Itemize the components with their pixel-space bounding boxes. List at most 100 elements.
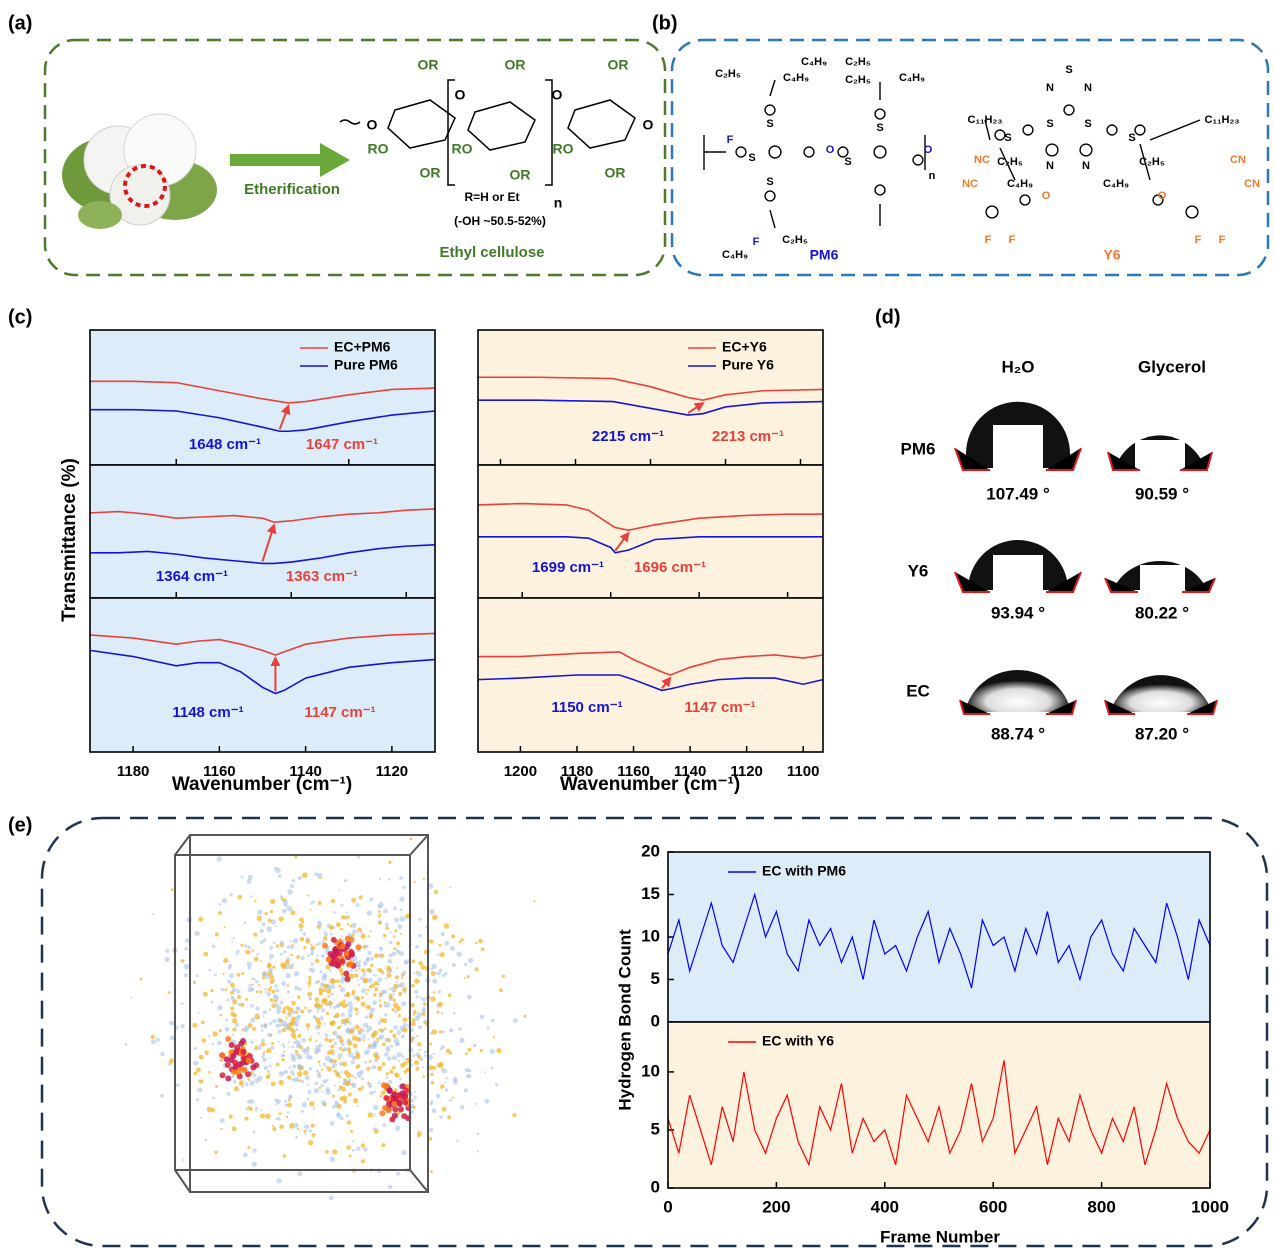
md-atom — [414, 1060, 419, 1065]
md-atom — [442, 1031, 445, 1034]
md-atom — [275, 1024, 280, 1029]
md-atom — [357, 1105, 359, 1107]
md-atom — [321, 954, 325, 958]
md-atom — [391, 952, 396, 957]
md-atom — [201, 1021, 205, 1025]
md-atom — [388, 969, 392, 973]
md-atom — [209, 969, 212, 972]
atom-label: S — [1004, 132, 1011, 144]
md-atom — [325, 1150, 329, 1154]
md-atom — [432, 915, 438, 921]
atom-label: S — [1128, 132, 1135, 144]
md-atom — [361, 1159, 365, 1163]
md-atom — [394, 990, 396, 992]
ring — [874, 146, 886, 158]
md-atom — [371, 1044, 376, 1049]
md-atom — [330, 993, 333, 996]
md-atom — [220, 1072, 226, 1078]
md-atom — [267, 1070, 270, 1073]
md-atom — [367, 910, 372, 915]
md-atom — [317, 1074, 322, 1079]
md-atom — [383, 909, 388, 914]
md-atom — [418, 1025, 422, 1029]
md-atom — [279, 1112, 282, 1115]
md-atom — [318, 942, 321, 945]
md-atom — [320, 983, 324, 987]
md-atom — [321, 1069, 323, 1071]
atom-label: RO — [553, 141, 574, 157]
md-atom — [262, 1015, 264, 1017]
md-atom — [196, 1098, 199, 1101]
atom-label: OR — [605, 165, 626, 181]
md-atom — [220, 1118, 225, 1123]
md-atom — [257, 916, 262, 921]
md-atom — [327, 1067, 332, 1072]
md-atom — [364, 1061, 367, 1064]
md-atom — [325, 1087, 330, 1092]
contact-angle: 87.20 ° — [1135, 724, 1189, 743]
md-atom — [169, 1058, 174, 1063]
md-atom — [230, 991, 234, 995]
md-atom — [287, 984, 290, 987]
md-atom — [257, 910, 262, 915]
md-atom — [348, 1050, 351, 1053]
md-atom — [225, 1027, 230, 1032]
annotation: 1648 cm⁻¹ — [189, 436, 261, 453]
md-atom — [404, 959, 409, 964]
md-atom — [303, 1070, 308, 1075]
md-atom — [343, 1100, 347, 1104]
md-atom — [431, 971, 436, 976]
md-atom — [257, 1013, 259, 1015]
md-atom — [262, 922, 266, 926]
md-atom — [330, 933, 333, 936]
md-atom — [414, 978, 419, 983]
md-atom — [368, 1005, 371, 1008]
md-atom — [412, 1018, 416, 1022]
md-atom — [269, 979, 274, 984]
md-atom — [249, 1107, 253, 1111]
md-atom — [268, 988, 272, 992]
md-atom — [365, 1016, 368, 1019]
atom-label: O — [455, 87, 466, 103]
md-atom — [287, 889, 292, 894]
md-atom — [275, 988, 279, 992]
y-tick-label: 15 — [641, 884, 660, 903]
md-atom — [340, 978, 345, 983]
md-atom — [293, 938, 299, 944]
md-atom — [487, 1027, 490, 1030]
md-atom — [220, 1128, 222, 1130]
md-atom — [453, 1079, 458, 1084]
md-atom — [412, 959, 416, 963]
md-atom — [217, 1041, 222, 1046]
annotation: 2213 cm⁻¹ — [712, 428, 784, 445]
atom-label: N — [1046, 82, 1054, 94]
md-atom — [289, 1067, 291, 1069]
md-atom — [289, 1046, 291, 1048]
md-atom — [229, 973, 234, 978]
md-atom — [269, 1057, 271, 1059]
md-atom — [279, 916, 284, 921]
md-atom — [378, 910, 381, 913]
annotation: 1150 cm⁻¹ — [551, 699, 622, 716]
md-atom — [192, 1023, 197, 1028]
md-atom — [398, 992, 402, 996]
md-atom — [352, 1140, 354, 1142]
md-atom — [451, 934, 455, 938]
md-atom — [292, 879, 295, 882]
md-atom — [389, 941, 393, 945]
md-atom — [335, 1072, 340, 1077]
md-atom — [379, 1004, 383, 1008]
md-atom — [204, 952, 209, 957]
md-atom — [327, 995, 330, 998]
y-axis-title: Hydrogen Bond Count — [615, 929, 634, 1111]
md-atom — [240, 1038, 246, 1044]
md-atom — [390, 931, 392, 933]
md-atom — [374, 953, 379, 958]
md-atom — [260, 1113, 265, 1118]
md-atom — [140, 978, 143, 981]
md-atom — [294, 986, 298, 990]
md-atom — [346, 915, 350, 919]
md-atom — [270, 899, 275, 904]
panel-label: (a) — [8, 12, 32, 34]
md-atom — [265, 988, 267, 990]
